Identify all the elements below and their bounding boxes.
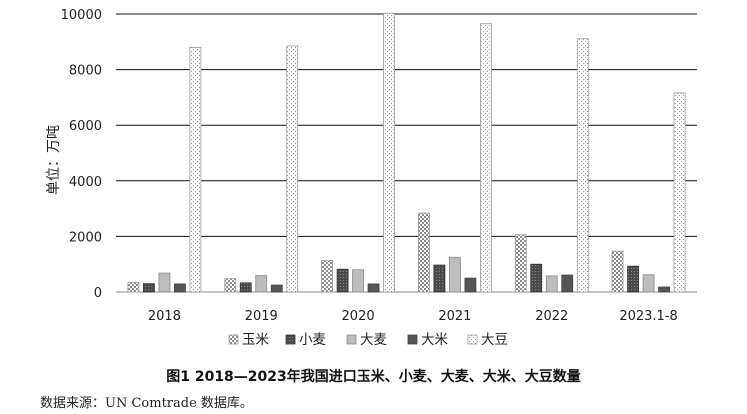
bar-barley-2023.1-8 bbox=[642, 274, 655, 293]
bar-corn-2018 bbox=[127, 281, 140, 293]
bar-rice-2023.1-8 bbox=[658, 286, 670, 293]
bar-corn-2021 bbox=[418, 212, 430, 293]
bar-barley-2022 bbox=[545, 275, 558, 293]
y-tick-label: 6000 bbox=[69, 119, 102, 134]
bar-soybean-2018 bbox=[189, 46, 202, 293]
x-tick-label: 2022 bbox=[535, 309, 568, 324]
gridlines bbox=[116, 13, 697, 293]
bar-wheat-2018 bbox=[143, 283, 155, 293]
bar-soybean-2019 bbox=[286, 45, 299, 293]
legend-swatch-corn bbox=[228, 334, 239, 345]
bar-wheat-2020 bbox=[336, 268, 349, 293]
legend-label-barley: 大麦 bbox=[360, 332, 387, 348]
x-tick-label: 2023.1-8 bbox=[619, 309, 677, 324]
y-tick-label: 2000 bbox=[69, 230, 102, 245]
legend-label-soybean: 大豆 bbox=[481, 332, 508, 348]
bar-soybean-2023.1-8 bbox=[673, 92, 686, 293]
bar-rice-2021 bbox=[464, 277, 477, 293]
legend-label-corn: 玉米 bbox=[242, 332, 269, 348]
y-tick-label: 8000 bbox=[69, 64, 102, 79]
bar-rice-2019 bbox=[270, 284, 283, 293]
figure-caption: 图1 2018—2023年我国进口玉米、小麦、大麦、大米、大豆数量 bbox=[166, 369, 581, 385]
y-tick-label: 4000 bbox=[69, 175, 102, 190]
bar-corn-2022 bbox=[514, 234, 527, 293]
legend-swatch-soybean bbox=[467, 334, 478, 345]
bar-soybean-2020 bbox=[383, 12, 395, 293]
y-axis-label: 单位：万吨 bbox=[46, 125, 62, 195]
x-tick-label: 2021 bbox=[438, 309, 471, 324]
bar-corn-2020 bbox=[321, 260, 333, 293]
legend-swatch-rice bbox=[407, 334, 418, 345]
bar-corn-2019 bbox=[224, 278, 237, 293]
legend-label-rice: 大米 bbox=[421, 332, 448, 348]
bar-wheat-2023.1-8 bbox=[627, 265, 639, 293]
bar-soybean-2022 bbox=[576, 38, 589, 293]
legend-swatch-barley bbox=[346, 334, 357, 345]
x-tick-label: 2019 bbox=[245, 309, 278, 324]
bar-wheat-2019 bbox=[239, 282, 252, 293]
bar-barley-2021 bbox=[449, 256, 461, 293]
legend-label-wheat: 小麦 bbox=[299, 332, 326, 348]
bars bbox=[127, 12, 686, 293]
x-tick-label: 2020 bbox=[342, 309, 375, 324]
bar-rice-2020 bbox=[367, 283, 380, 293]
bar-barley-2018 bbox=[158, 272, 171, 293]
bar-wheat-2022 bbox=[530, 263, 543, 293]
bar-wheat-2021 bbox=[433, 264, 446, 293]
y-tick-label: 10000 bbox=[61, 8, 102, 23]
x-tick-label: 2018 bbox=[148, 309, 181, 324]
y-tick-labels: 0 2000 4000 6000 8000 10000 bbox=[61, 8, 102, 301]
x-tick-labels: 2018 2019 2020 2021 2022 2023.1-8 bbox=[148, 309, 678, 324]
bar-soybean-2021 bbox=[480, 23, 492, 293]
bar-barley-2020 bbox=[352, 269, 364, 293]
y-tick-label: 0 bbox=[94, 286, 102, 301]
data-source-note: 数据来源：UN Comtrade 数据库。 bbox=[40, 396, 253, 411]
bar-rice-2018 bbox=[174, 283, 186, 293]
bar-corn-2023.1-8 bbox=[611, 250, 624, 293]
bar-rice-2022 bbox=[561, 274, 574, 293]
legend: 玉米 小麦 大麦 大米 大豆 bbox=[228, 332, 508, 348]
legend-swatch-wheat bbox=[285, 334, 296, 345]
bar-barley-2019 bbox=[255, 275, 268, 293]
